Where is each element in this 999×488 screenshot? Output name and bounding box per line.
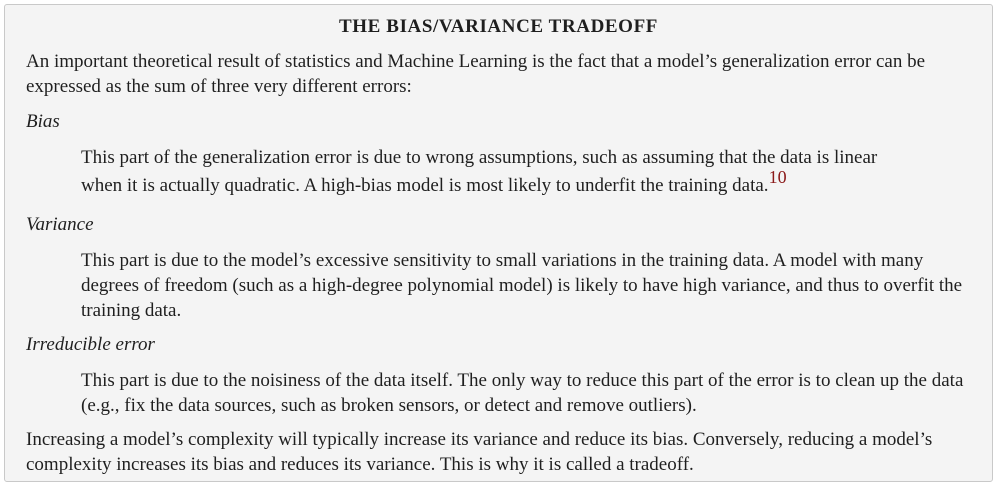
term-bias: Bias: [26, 111, 60, 132]
sidebar-box: THE BIAS/VARIANCE TRADEOFF An important …: [4, 4, 993, 482]
intro-paragraph: An important theoretical result of stati…: [26, 51, 926, 97]
term-variance: Variance: [26, 214, 94, 235]
footnote-link[interactable]: 10: [768, 167, 787, 187]
conclusion-paragraph: Increasing a model’s complexity will typ…: [26, 429, 933, 475]
definition-irreducible-error: This part is due to the noisiness of the…: [81, 370, 964, 416]
definition-bias-line1: This part of the generalization error is…: [81, 147, 878, 168]
term-irreducible-error: Irreducible error: [26, 334, 155, 355]
sidebar-title: THE BIAS/VARIANCE TRADEOFF: [339, 16, 658, 37]
definition-bias: This part of the generalization error is…: [81, 145, 978, 202]
definition-variance: This part is due to the model’s excessiv…: [81, 250, 963, 321]
definition-bias-line2: when it is actually quadratic. A high-bi…: [81, 175, 769, 196]
